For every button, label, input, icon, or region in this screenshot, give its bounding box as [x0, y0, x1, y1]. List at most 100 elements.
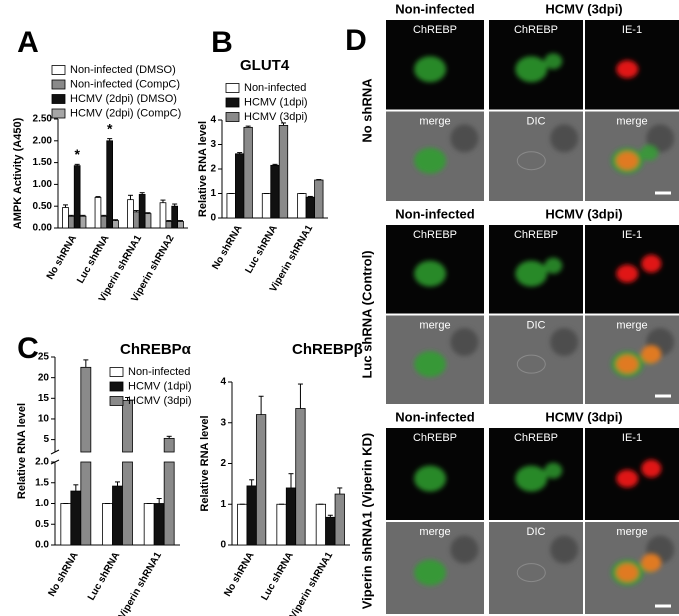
y-tick-label: 1.50 — [33, 157, 53, 168]
y-tick-label: 2 — [220, 458, 226, 469]
bar — [138, 194, 146, 229]
bar — [177, 221, 184, 229]
legend-label: HCMV (2dpi) (CompC) — [70, 107, 181, 119]
cell — [414, 351, 447, 378]
x-tick-label: Luc shRNA — [243, 223, 279, 275]
y-tick-label: 4 — [210, 115, 216, 126]
tile-label: IE-1 — [622, 432, 642, 444]
tile-label: merge — [616, 115, 647, 127]
cells — [414, 56, 447, 83]
tile-label: ChREBP — [413, 432, 457, 444]
nucleus — [641, 459, 662, 478]
bar — [102, 503, 113, 546]
y-tick-label: 25 — [38, 352, 50, 363]
legend-swatch — [51, 108, 66, 119]
legend-label: Non-infected — [128, 366, 190, 378]
y-tick-label: 0.5 — [35, 519, 49, 530]
legend-swatch — [225, 83, 240, 93]
x-tick-label: No shRNA — [45, 233, 79, 281]
legend-label: HCMV (2dpi) (DMSO) — [70, 93, 177, 105]
tile-label: ChREBP — [413, 229, 457, 241]
legend-label: HCMV (1dpi) — [128, 380, 192, 392]
cell — [544, 462, 563, 479]
cell — [515, 465, 548, 492]
panel-letter: C — [17, 332, 39, 365]
bar — [163, 461, 175, 546]
x-tick-label: Luc shRNA — [86, 550, 122, 602]
cells — [515, 462, 563, 492]
column-header: HCMV (3dpi) — [545, 409, 622, 424]
tile-label: DIC — [527, 526, 546, 538]
y-tick-label: 3 — [220, 417, 226, 428]
bar — [297, 193, 307, 219]
row-label: Viperin shRNA1 (Viperin KD) — [359, 433, 374, 610]
cell — [515, 56, 548, 83]
y-tick-label: 2 — [210, 164, 216, 175]
bar — [261, 193, 272, 219]
y-tick-label: 0.00 — [33, 223, 53, 234]
bar — [94, 197, 102, 229]
tile-label: ChREBP — [413, 24, 457, 36]
y-tick-label: 1.00 — [33, 179, 53, 190]
y-tick-label: 2.00 — [33, 135, 53, 146]
bar — [315, 503, 327, 546]
axis-break — [50, 449, 60, 455]
panel-letter: B — [211, 26, 233, 59]
bar — [68, 215, 75, 229]
y-tick-label: 1 — [220, 499, 226, 510]
micrograph-shadow — [450, 124, 479, 153]
bar — [235, 153, 245, 219]
bar — [226, 193, 236, 219]
tile-label: merge — [419, 319, 450, 331]
cell — [544, 257, 563, 274]
cells — [611, 553, 662, 586]
nucleus — [616, 355, 639, 374]
x-tick-label: No shRNA — [46, 550, 80, 598]
nucleus — [616, 264, 639, 283]
column-header: Non-infected — [395, 206, 475, 221]
y-tick-label: 20 — [38, 372, 50, 383]
micrograph-shadow — [550, 124, 579, 153]
y-tick-label: 1.0 — [35, 498, 49, 509]
tile-label: merge — [419, 526, 450, 538]
legend-swatch — [51, 94, 66, 104]
y-tick-label: 2.0 — [35, 457, 49, 468]
bar — [237, 503, 248, 546]
micrograph-shadow — [450, 328, 479, 357]
nucleus — [641, 254, 662, 273]
bar — [334, 493, 345, 546]
bar — [60, 503, 72, 546]
row-label: Luc shRNA (Control) — [359, 250, 374, 378]
bar — [106, 140, 113, 229]
legend-label: HCMV (3dpi) — [244, 111, 308, 123]
y-tick-label: 15 — [38, 393, 50, 404]
bar — [165, 221, 173, 229]
bar — [127, 199, 134, 229]
y-axis-label: Relative RNA level — [197, 121, 209, 217]
bar — [305, 196, 315, 219]
x-tick-label: Luc shRNA — [75, 233, 111, 285]
cell — [414, 56, 447, 83]
nucleus — [641, 345, 662, 364]
bar — [144, 213, 152, 229]
y-tick-label: 1.5 — [35, 477, 49, 488]
tile-label: merge — [419, 115, 450, 127]
cell-outline — [516, 354, 546, 374]
x-tick-label: Viperin shRNA1 — [117, 550, 164, 616]
bar — [276, 503, 287, 546]
panel-letter: D — [345, 24, 367, 57]
micrograph-shadow — [550, 328, 579, 357]
bar — [246, 485, 257, 546]
cell-outline — [516, 151, 546, 171]
y-tick-label: 2.50 — [33, 114, 53, 125]
cells — [414, 559, 447, 586]
cell — [414, 260, 447, 287]
legend-swatch — [109, 367, 124, 377]
cell-outline — [516, 563, 546, 583]
tile-label: IE-1 — [622, 24, 642, 36]
legend-label: HCMV (3dpi) — [128, 395, 192, 407]
tile-label: ChREBP — [514, 24, 558, 36]
micrograph-shadow — [450, 535, 479, 564]
chart-title: ChREBPβ — [292, 341, 363, 358]
